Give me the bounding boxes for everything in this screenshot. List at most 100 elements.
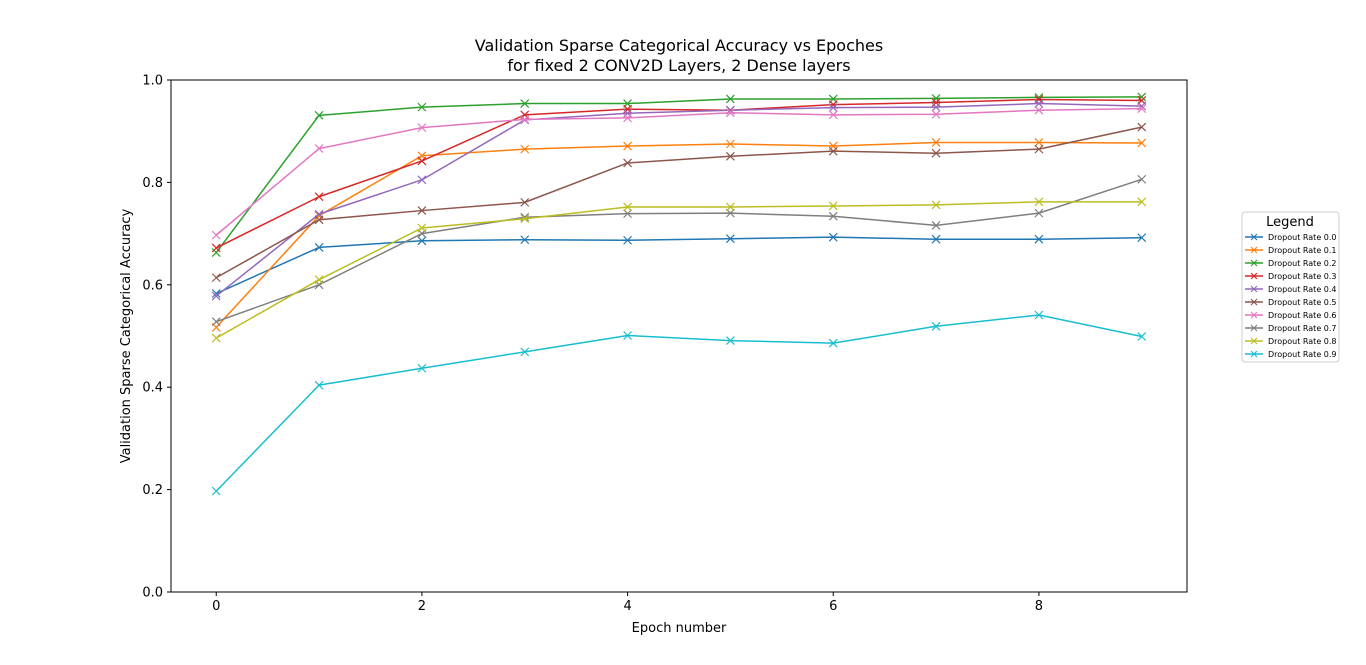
- legend-label: Dropout Rate 0.9: [1268, 350, 1337, 359]
- data-point-marker: [1137, 104, 1147, 114]
- chart-title-line2: for fixed 2 CONV2D Layers, 2 Dense layer…: [507, 56, 850, 75]
- series-3: [211, 95, 1147, 253]
- series-2: [211, 92, 1147, 257]
- data-point-marker: [1034, 144, 1044, 154]
- legend-label: Dropout Rate 0.3: [1268, 272, 1337, 281]
- data-point-marker: [1034, 99, 1044, 108]
- legend-title: Legend: [1266, 215, 1314, 230]
- legend-entry: Dropout Rate 0.7: [1245, 324, 1337, 333]
- legend-label: Dropout Rate 0.5: [1268, 298, 1337, 307]
- plot-frame: [170, 79, 1188, 593]
- data-point-marker: [1137, 197, 1147, 207]
- legend-marker: [1250, 272, 1258, 280]
- data-point-marker: [211, 291, 221, 301]
- series-line: [215, 141, 1142, 328]
- data-point-marker: [314, 380, 324, 390]
- data-point-marker: [314, 110, 324, 120]
- y-tick-label: 0.8: [142, 176, 163, 191]
- y-axis-label: Validation Sparse Categorical Accuracy: [119, 208, 134, 463]
- data-point-marker: [520, 235, 530, 245]
- data-point-marker: [931, 321, 941, 331]
- data-point-marker: [1137, 92, 1147, 102]
- legend-label: Dropout Rate 0.0: [1268, 233, 1337, 242]
- data-point-marker: [725, 108, 735, 118]
- data-point-marker: [725, 234, 735, 244]
- data-point-marker: [1034, 197, 1044, 207]
- data-point-marker: [520, 99, 530, 108]
- y-tick-label: 1.0: [142, 74, 163, 89]
- data-point-marker: [828, 103, 838, 113]
- data-point-marker: [931, 200, 941, 210]
- y-tick-label: 0.6: [142, 278, 163, 293]
- data-point-marker: [623, 158, 633, 168]
- data-point-marker: [314, 192, 324, 202]
- data-point-marker: [417, 363, 427, 373]
- legend-entry: Dropout Rate 0.8: [1245, 337, 1337, 346]
- series-line: [215, 236, 1142, 295]
- data-point-marker: [314, 242, 324, 252]
- x-axis-ticks: 0 2 4 6 8: [212, 592, 1043, 614]
- data-point-marker: [417, 175, 427, 185]
- series-line: [215, 107, 1142, 236]
- legend-marker: [1250, 285, 1258, 293]
- data-point-marker: [211, 243, 221, 253]
- data-point-marker: [211, 230, 221, 240]
- legend-box: [1241, 211, 1340, 363]
- data-point-marker: [520, 144, 530, 154]
- x-tick-label: 6: [829, 599, 837, 614]
- data-point-marker: [931, 220, 941, 230]
- legend-entry: Dropout Rate 0.6: [1245, 311, 1337, 320]
- data-point-marker: [725, 151, 735, 161]
- legend-marker: [1250, 233, 1258, 241]
- data-point-marker: [623, 235, 633, 245]
- data-point-marker: [828, 110, 838, 120]
- data-point-marker: [520, 214, 530, 224]
- data-point-marker: [931, 234, 941, 244]
- data-point-marker: [1137, 122, 1147, 132]
- series-line: [215, 314, 1142, 492]
- legend-marker: [1250, 246, 1258, 254]
- data-point-marker: [828, 211, 838, 221]
- data-point-marker: [520, 197, 530, 207]
- data-point-marker: [931, 94, 941, 103]
- legend-marker: [1250, 311, 1258, 319]
- data-point-marker: [623, 104, 633, 114]
- data-point-marker: [828, 232, 838, 242]
- data-point-marker: [1137, 138, 1147, 148]
- data-point-marker: [931, 148, 941, 158]
- series-4: [211, 99, 1147, 301]
- x-axis-label: Epoch number: [632, 621, 727, 636]
- series-0: [211, 232, 1147, 298]
- legend-label: Dropout Rate 0.6: [1268, 311, 1337, 320]
- legend-marker: [1250, 298, 1258, 306]
- legend-entry: Dropout Rate 0.9: [1245, 350, 1337, 359]
- data-point-marker: [417, 102, 427, 112]
- data-point-marker: [828, 338, 838, 348]
- y-tick-label: 0.4: [142, 381, 163, 396]
- series-5: [211, 122, 1147, 283]
- series-line: [215, 178, 1142, 323]
- data-point-marker: [417, 206, 427, 215]
- legend-marker: [1250, 324, 1258, 332]
- data-point-marker: [520, 347, 530, 357]
- data-point-marker: [725, 202, 735, 212]
- data-point-marker: [725, 336, 735, 346]
- y-axis-ticks: 0.0 0.2 0.4 0.6 0.8 1.0: [142, 74, 171, 601]
- data-point-marker: [417, 123, 427, 133]
- data-point-marker: [1137, 332, 1147, 341]
- series-line: [215, 98, 1142, 249]
- data-point-marker: [1034, 208, 1044, 218]
- legend-label: Dropout Rate 0.4: [1268, 285, 1337, 294]
- data-point-marker: [828, 201, 838, 211]
- series-6: [211, 104, 1147, 240]
- legend-marker: [1250, 337, 1258, 345]
- legend-entries: Dropout Rate 0.0 Dropout Rate 0.1 Dropout …: [1245, 233, 1337, 359]
- y-tick-label: 0.2: [142, 483, 163, 498]
- data-point-marker: [314, 215, 324, 225]
- data-point-marker: [211, 248, 221, 257]
- data-point-marker: [1137, 233, 1147, 243]
- data-point-marker: [1034, 138, 1044, 147]
- data-point-marker: [931, 102, 941, 112]
- data-point-marker: [1034, 105, 1044, 115]
